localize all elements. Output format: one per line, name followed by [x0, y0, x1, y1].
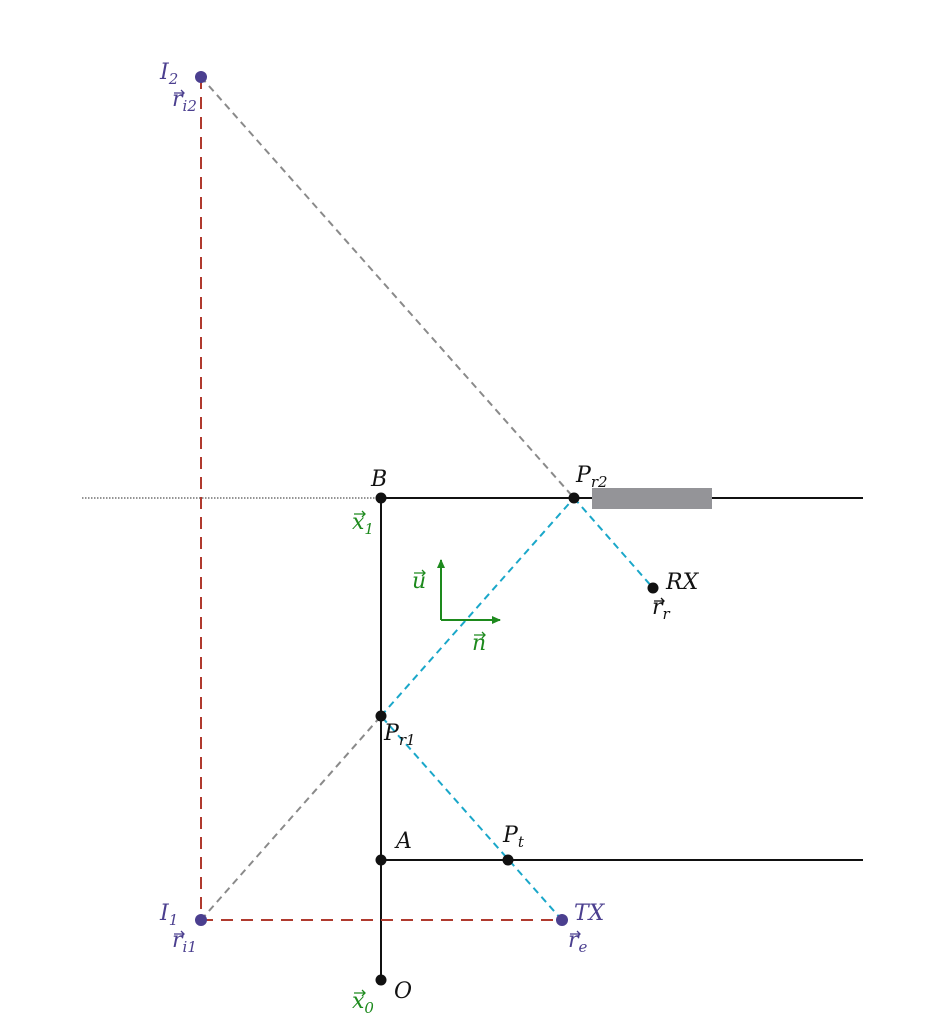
point-i2 [195, 71, 207, 83]
point-i1 [195, 914, 207, 926]
label-pt: Pt [502, 823, 525, 851]
label-r-r: rr [652, 595, 671, 623]
label-rx: RX [665, 570, 700, 595]
label-o: O [394, 979, 412, 1004]
point-pt [503, 855, 514, 866]
label-i2: I2 [159, 60, 178, 88]
label-b: B [370, 467, 387, 492]
ray-pr1-pr2 [381, 498, 574, 716]
label-tx: TX [574, 901, 606, 926]
point-o [376, 975, 387, 986]
point-pr1 [376, 711, 387, 722]
image-ray-i1 [201, 716, 381, 920]
label-a: A [394, 829, 412, 854]
point-a [376, 855, 387, 866]
point-tx [556, 914, 568, 926]
obstacle-block [592, 488, 712, 509]
point-b [376, 493, 387, 504]
image-ray-i2 [201, 77, 574, 498]
label-pr2: Pr2 [575, 463, 608, 491]
label-r-i1: ri1 [172, 928, 197, 956]
point-pr2 [569, 493, 580, 504]
label-i1: I1 [159, 901, 178, 929]
ray-pr2-rx [574, 498, 653, 588]
point-rx [648, 583, 659, 594]
label-pr1: Pr1 [383, 721, 416, 749]
label-r-i2: ri2 [172, 87, 197, 115]
